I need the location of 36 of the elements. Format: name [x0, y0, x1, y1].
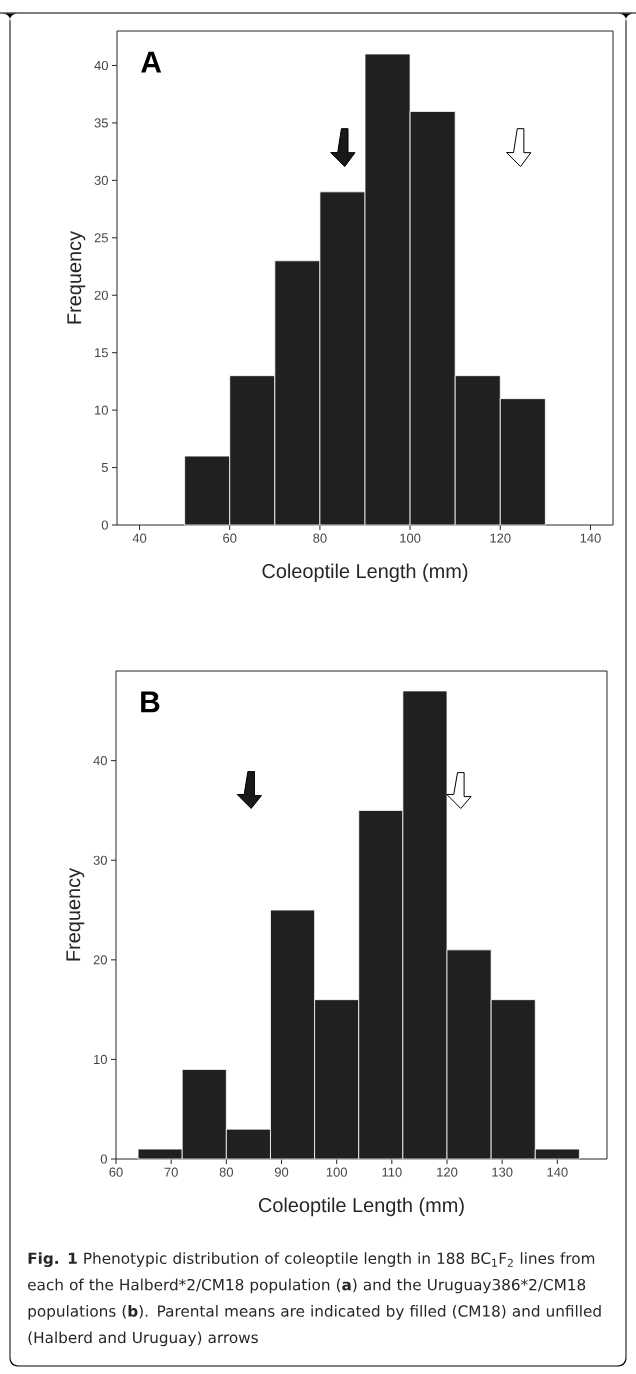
x-axis-title: Coleoptile Length (mm): [258, 1197, 464, 1217]
x-axis-title: Coleoptile Length (mm): [262, 563, 468, 583]
y-axis-title: Frequency: [66, 868, 85, 961]
x-tick-label: 120: [437, 1167, 458, 1177]
y-tick-label: 30: [93, 855, 107, 865]
x-tick-label: 100: [400, 533, 421, 543]
y-tick-label: 30: [94, 175, 108, 185]
x-tick-label: 120: [490, 533, 511, 543]
y-tick-label: 40: [93, 756, 107, 766]
x-tick-label: 80: [219, 1167, 234, 1177]
x-tick-label: 70: [164, 1167, 178, 1177]
y-tick-label: 10: [95, 405, 108, 415]
x-tick-label: 140: [547, 1167, 568, 1177]
y-tick-label: 10: [94, 1054, 107, 1065]
y-tick-label: 0: [101, 520, 108, 530]
y-tick-label: 35: [94, 118, 108, 128]
x-tick-label: 140: [580, 533, 601, 543]
x-tick-label: 90: [274, 1167, 289, 1177]
y-tick-label: 25: [94, 233, 108, 243]
annotation: B: [141, 691, 160, 713]
x-tick-label: 100: [326, 1167, 347, 1177]
x-tick-label: 110: [382, 1167, 402, 1177]
y-tick-label: 5: [101, 463, 108, 473]
x-tick-label: 130: [492, 1167, 513, 1177]
x-tick-label: 60: [109, 1167, 123, 1177]
x-tick-label: 80: [313, 533, 327, 543]
x-tick-label: 60: [223, 533, 237, 543]
y-axis-title: Frequency: [67, 231, 86, 324]
y-tick-label: 0: [100, 1154, 107, 1164]
annotation: A: [141, 51, 162, 73]
y-tick-label: 40: [94, 60, 108, 71]
y-tick-label: 20: [93, 955, 107, 965]
y-tick-label: 20: [94, 290, 108, 300]
y-tick-label: 15: [95, 348, 108, 358]
x-tick-label: 40: [132, 533, 147, 543]
text: Fig. 1 Phenotypic distribution of coleoptile length in 188 BC$_{1}$F$_{2}$ lines from each of the Halberd*2/CM18 population (a) and the Uruguay386*2/CM18 populations (b). Parental means are indicated by filled (CM18) and unfilled (Halberd and Uruguay) arrows: [28, 1252, 601, 1347]
